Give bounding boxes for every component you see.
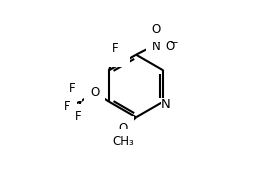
- Text: +: +: [156, 38, 163, 47]
- Text: F: F: [112, 42, 118, 55]
- Text: F: F: [69, 82, 76, 95]
- Text: O: O: [119, 122, 128, 135]
- Text: O: O: [166, 40, 175, 53]
- Text: F: F: [64, 100, 71, 113]
- Text: N: N: [152, 40, 160, 53]
- Text: CH₃: CH₃: [112, 135, 134, 148]
- Text: −: −: [170, 38, 178, 48]
- Text: N: N: [161, 98, 171, 111]
- Text: O: O: [151, 23, 161, 36]
- Text: F: F: [75, 110, 82, 122]
- Text: O: O: [90, 86, 99, 99]
